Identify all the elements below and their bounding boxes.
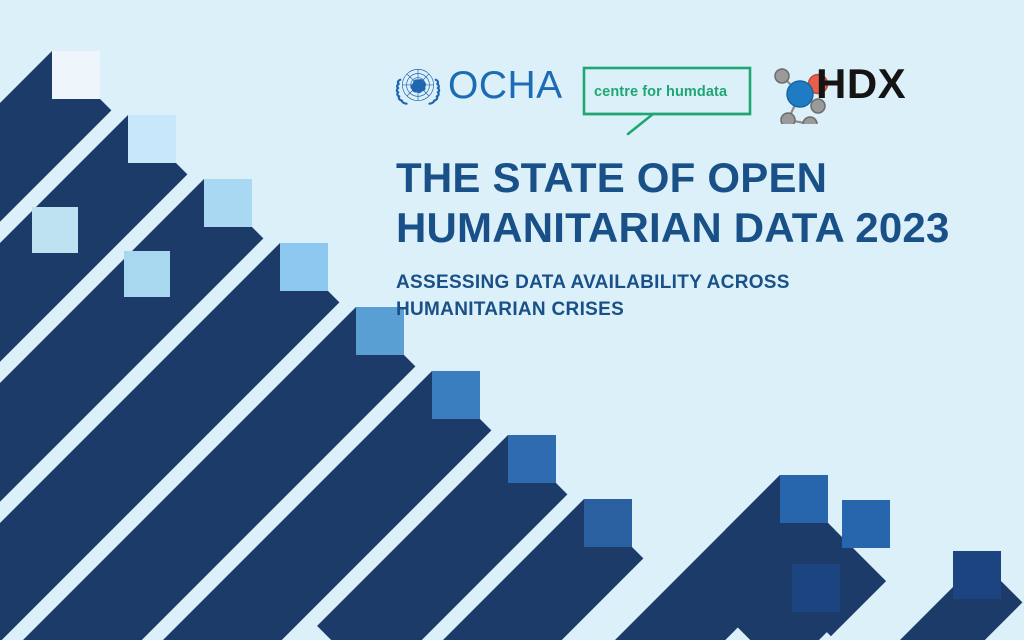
svg-text:centre for humdata: centre for humdata (594, 84, 728, 100)
